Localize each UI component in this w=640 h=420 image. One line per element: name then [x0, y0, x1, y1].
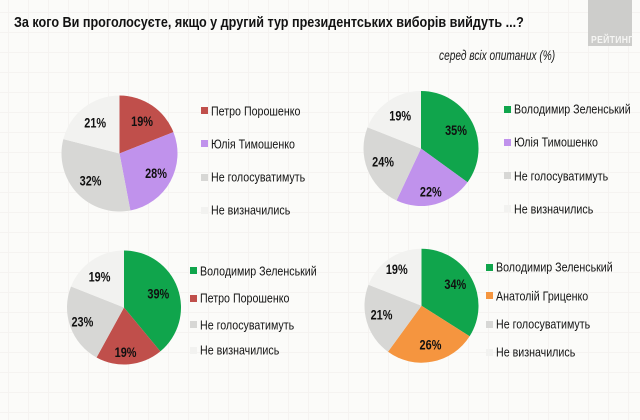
svg-text:19%: 19% [89, 269, 111, 285]
svg-text:23%: 23% [71, 314, 93, 330]
svg-text:21%: 21% [84, 115, 106, 131]
svg-text:22%: 22% [420, 184, 442, 200]
svg-text:19%: 19% [115, 345, 137, 361]
svg-text:28%: 28% [145, 166, 167, 182]
svg-text:39%: 39% [147, 286, 169, 302]
svg-text:35%: 35% [445, 123, 467, 139]
svg-text:32%: 32% [80, 173, 102, 189]
svg-text:19%: 19% [389, 108, 411, 124]
svg-text:21%: 21% [371, 307, 393, 323]
svg-text:26%: 26% [420, 337, 442, 353]
svg-text:34%: 34% [444, 277, 466, 293]
svg-text:19%: 19% [131, 114, 153, 130]
svg-text:19%: 19% [386, 262, 408, 278]
svg-text:24%: 24% [372, 154, 394, 170]
